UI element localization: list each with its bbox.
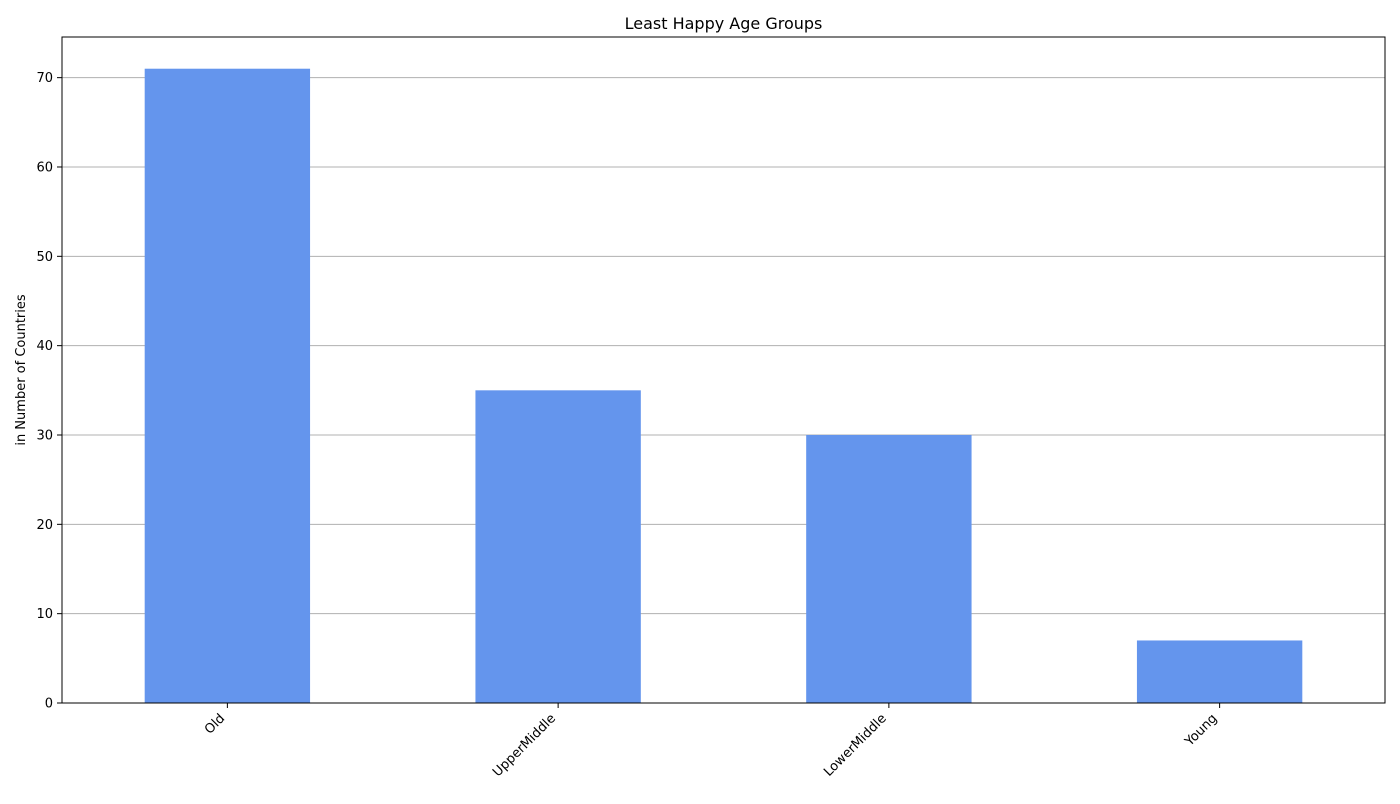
bar-layer [144, 68, 1303, 703]
x-axis: Old UpperMiddle LowerMiddle Young [202, 703, 1220, 780]
x-tick-label: Old [202, 711, 228, 737]
y-tick-label: 50 [36, 250, 53, 265]
chart-title: Least Happy Age Groups [625, 14, 823, 33]
y-tick-label: 20 [36, 518, 53, 533]
y-axis-label: in Number of Countries [14, 294, 29, 446]
y-tick-label: 60 [36, 160, 53, 175]
bar-old [144, 68, 311, 703]
bar-lowermiddle [806, 434, 972, 703]
bar-uppermiddle [475, 390, 641, 703]
bar-young [1136, 640, 1303, 703]
y-tick-label: 30 [36, 428, 53, 443]
y-tick-label: 0 [45, 697, 53, 712]
x-tick-label: Young [1182, 711, 1221, 750]
x-tick-label: LowerMiddle [821, 711, 890, 780]
y-tick-label: 70 [36, 71, 53, 86]
plot-frame [61, 36, 1386, 704]
y-tick-label: 40 [36, 339, 53, 354]
y-tick-label: 10 [36, 607, 53, 622]
y-axis: 0 10 20 30 40 50 60 70 [36, 71, 62, 712]
x-tick-label: UpperMiddle [490, 711, 559, 780]
